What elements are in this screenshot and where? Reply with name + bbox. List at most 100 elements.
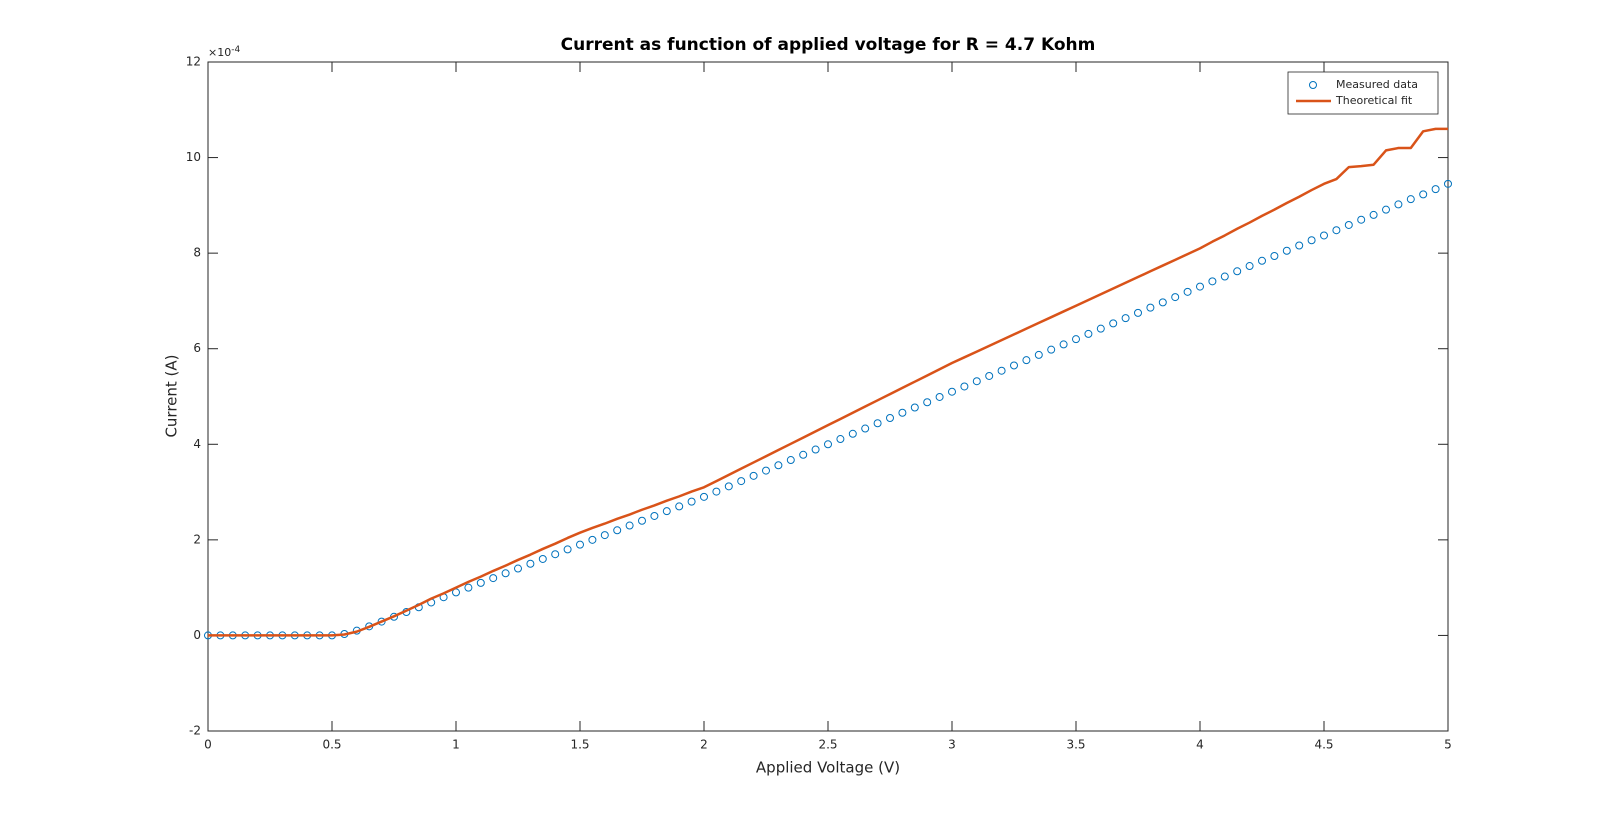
legend-label: Theoretical fit — [1335, 94, 1413, 107]
x-tick-label: 0 — [204, 738, 212, 752]
data-point — [1431, 185, 1440, 194]
data-point — [700, 492, 708, 501]
data-point — [935, 392, 944, 401]
data-point — [873, 419, 882, 428]
legend: Measured data Theoretical fit — [1287, 71, 1439, 115]
data-point — [464, 583, 473, 592]
data-point — [1394, 200, 1403, 209]
x-tick-label: 4.5 — [1314, 738, 1333, 752]
data-point — [1022, 356, 1031, 365]
data-point — [662, 507, 671, 516]
exponent-base: ×10 — [208, 46, 231, 59]
data-point — [724, 482, 733, 491]
data-point — [1406, 195, 1415, 204]
data-point — [985, 371, 994, 380]
data-point — [1072, 335, 1080, 344]
data-point — [861, 424, 870, 433]
data-point — [1010, 361, 1018, 370]
data-point — [824, 440, 832, 449]
y-tick-label: 4 — [193, 437, 201, 451]
data-point — [638, 516, 646, 525]
data-point — [476, 578, 485, 587]
y-tick-label: 6 — [193, 341, 201, 355]
data-point — [687, 497, 696, 506]
data-point — [1084, 329, 1093, 338]
data-point — [1357, 215, 1366, 224]
data-point — [948, 387, 956, 396]
y-tick-label: 0 — [193, 628, 201, 642]
data-point — [613, 526, 622, 535]
data-point — [1220, 272, 1229, 281]
data-point — [1158, 298, 1167, 307]
data-point — [799, 450, 808, 459]
x-tick-label: 1.5 — [570, 738, 589, 752]
x-tick-label: 1 — [452, 738, 460, 752]
data-point — [1258, 256, 1266, 265]
x-tick-label: 5 — [1444, 738, 1452, 752]
legend-label: Measured data — [1336, 78, 1418, 91]
data-point — [1183, 287, 1192, 296]
plot-area — [207, 61, 1449, 732]
data-point — [1047, 345, 1056, 354]
data-point — [886, 414, 894, 423]
data-point — [811, 445, 820, 454]
data-point — [1332, 226, 1341, 235]
y-tick-label: 8 — [193, 246, 201, 260]
data-point — [1059, 340, 1068, 349]
data-point — [997, 366, 1006, 375]
data-point — [1109, 319, 1118, 328]
y-tick-label: 10 — [186, 150, 201, 164]
data-point — [910, 403, 919, 412]
x-tick-label: 4 — [1196, 738, 1204, 752]
data-point — [377, 617, 386, 626]
data-point — [712, 487, 721, 496]
data-point — [737, 477, 746, 486]
chart-title: Current as function of applied voltage f… — [561, 35, 1096, 55]
data-point — [1121, 314, 1130, 323]
data-point — [1171, 293, 1180, 302]
data-point — [501, 569, 510, 578]
data-point — [762, 466, 770, 475]
data-point — [489, 574, 498, 583]
data-point — [749, 471, 758, 480]
data-point — [1245, 262, 1254, 271]
data-point — [1419, 190, 1428, 199]
data-point — [650, 511, 659, 520]
data-point — [1134, 308, 1142, 317]
legend-box — [1287, 71, 1439, 115]
y-tick-label: 12 — [186, 55, 201, 69]
data-point — [1369, 210, 1378, 219]
data-point — [1320, 231, 1328, 240]
y-exponent: ×10-4 — [208, 45, 240, 60]
x-tick-label: 2 — [700, 738, 708, 752]
data-point — [848, 429, 857, 438]
data-point — [1382, 205, 1390, 214]
data-point — [774, 461, 783, 470]
y-tick-label: 2 — [193, 532, 201, 546]
data-point — [576, 540, 584, 549]
data-point — [960, 382, 969, 391]
data-point — [600, 531, 609, 540]
data-point — [898, 408, 907, 417]
data-point — [1344, 220, 1353, 229]
data-point — [1295, 241, 1304, 250]
fit-line — [208, 127, 1448, 637]
data-point — [1034, 350, 1043, 359]
data-point — [514, 564, 522, 573]
data-point — [1196, 282, 1204, 291]
x-tick-label: 2.5 — [818, 738, 837, 752]
exponent-power: -4 — [231, 45, 240, 55]
data-point — [526, 559, 535, 568]
data-point — [1146, 303, 1155, 312]
x-tick-label: 3 — [948, 738, 956, 752]
data-point — [563, 545, 572, 554]
y-tick-label: -2 — [189, 724, 201, 738]
y-axis-label: Current (A) — [163, 354, 181, 437]
data-point — [786, 456, 795, 465]
data-point — [538, 554, 547, 563]
data-point — [1096, 324, 1105, 333]
x-tick-label: 0.5 — [322, 738, 341, 752]
data-point — [1444, 179, 1452, 188]
data-point — [625, 521, 634, 530]
